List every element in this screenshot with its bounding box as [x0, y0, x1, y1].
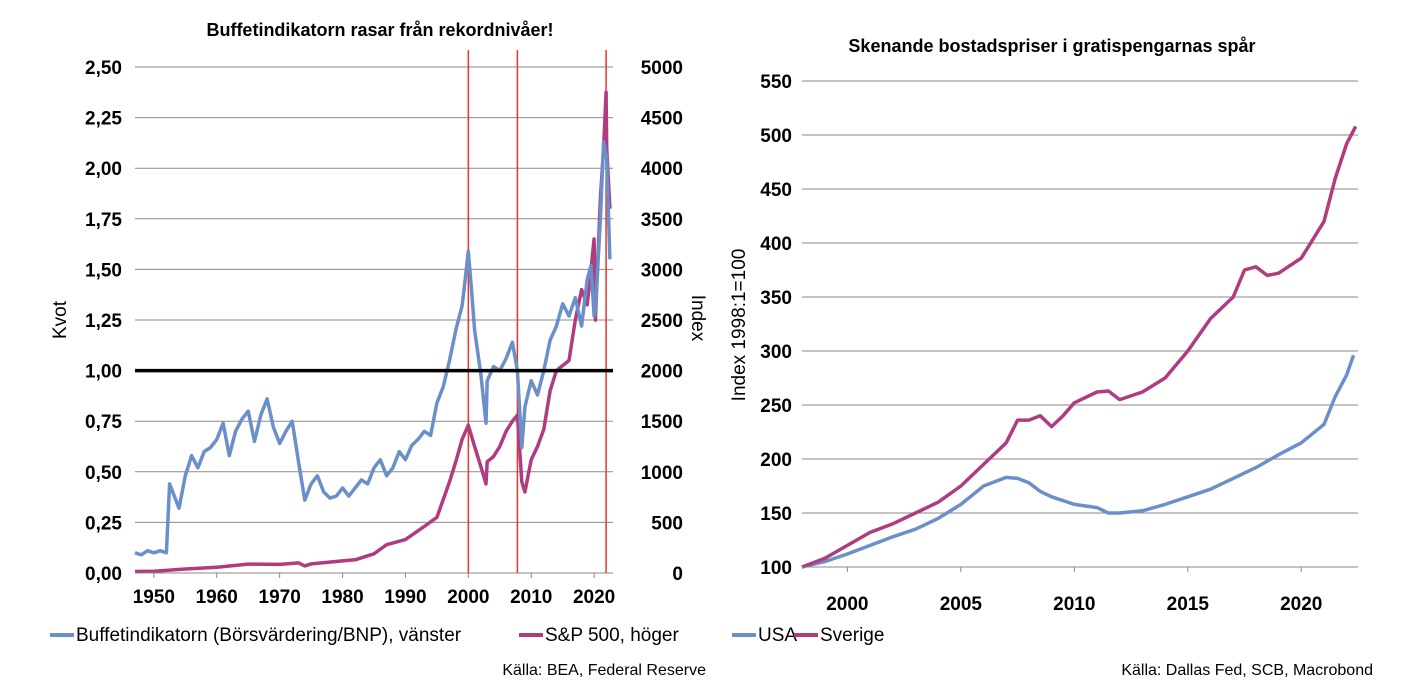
left-x-tick-label: 1950: [133, 587, 175, 608]
right-y-tick-label: 5000: [641, 58, 683, 79]
left-gridlines: [135, 66, 613, 523]
legend-label-buffet: Buffetindikatorn (Börsvärdering/BNP), vä…: [76, 625, 462, 646]
right-x-tick-label: 2010: [1053, 594, 1095, 615]
right-y-tick-label: 0: [672, 564, 683, 585]
left-y-tick-label: 2,25: [85, 109, 122, 130]
right-y-tick-label: 3000: [641, 260, 683, 281]
left-y2-ticks: 0 500 1000 1500 2000 2500 3000 3500 4000 4500 5000: [641, 58, 683, 585]
left-series: [134, 90, 612, 574]
left-x-tick-label: 1970: [259, 587, 301, 608]
right-chart-y-tick-label: 400: [760, 234, 792, 255]
right-y-tick-label: 3500: [641, 210, 683, 231]
series-line-usa: [801, 354, 1356, 569]
left-y-tick-label: 1,75: [85, 210, 122, 231]
right-y-tick-label: 2000: [641, 362, 683, 383]
left-y-tick-label: 2,00: [85, 159, 122, 180]
left-x-tick-label: 2020: [573, 587, 615, 608]
left-chart-title: Buffetindikatorn rasar från rekordnivåer…: [206, 20, 553, 40]
legend-label-usa: USA: [758, 625, 797, 646]
right-chart-y-tick-label: 100: [760, 558, 792, 579]
left-y-axis-label: Kvot: [50, 300, 71, 339]
series-line-sverige: [801, 125, 1358, 569]
right-chart: Skenande bostadspriser i gratispengarnas…: [729, 36, 1373, 679]
right-x-tick-label: 2000: [826, 594, 868, 615]
right-y-ticks: 100 150 200 250 300 350 400 450 500 550: [760, 72, 792, 579]
right-y-tick-label: 500: [651, 513, 683, 534]
left-y-tick-label: 1,25: [85, 311, 122, 332]
right-x-tick-label: 2005: [940, 594, 983, 615]
left-y-tick-label: 1,50: [85, 260, 122, 281]
right-gridlines: [802, 80, 1358, 514]
left-y-tick-label: 0,50: [85, 463, 122, 484]
left-x-tick-label: 2000: [447, 587, 489, 608]
left-y-ticks: 0,00 0,25 0,50 0,75 1,00 1,25 1,50 1,75 2,00 2,25…: [85, 58, 122, 585]
right-chart-y-tick-label: 550: [760, 72, 792, 93]
right-y-tick-label: 4000: [641, 159, 683, 180]
right-source: Källa: Dallas Fed, SCB, Macrobond: [1121, 662, 1373, 679]
left-y-tick-label: 0,25: [85, 513, 122, 534]
legend-label-sp500: S&P 500, höger: [545, 625, 679, 646]
left-x-tick-label: 1980: [321, 587, 363, 608]
right-chart-y-axis-label: Index 1998:1=100: [729, 249, 750, 402]
left-y-tick-label: 2,50: [85, 58, 122, 79]
series-line-buffet: [134, 140, 612, 557]
right-series: [801, 125, 1358, 569]
right-chart-title: Skenande bostadspriser i gratispengarnas…: [848, 36, 1255, 56]
right-y-axis-label: Index: [687, 295, 708, 342]
right-chart-y-tick-label: 300: [760, 342, 792, 363]
right-x-tick-label: 2015: [1167, 594, 1210, 615]
left-y-tick-label: 0,75: [85, 412, 122, 433]
left-chart: Buffetindikatorn rasar från rekordnivåer…: [50, 20, 708, 679]
left-event-lines: [467, 50, 607, 573]
right-chart-y-tick-label: 150: [760, 504, 792, 525]
right-y-tick-label: 1000: [641, 463, 683, 484]
right-chart-y-tick-label: 450: [760, 180, 792, 201]
left-x-tick-label: 1960: [196, 587, 238, 608]
right-chart-y-tick-label: 350: [760, 288, 792, 309]
right-y-tick-label: 2500: [641, 311, 683, 332]
right-y-tick-label: 1500: [641, 412, 683, 433]
legend-label-sverige: Sverige: [820, 625, 884, 646]
left-x-tick-label: 2010: [510, 587, 552, 608]
right-chart-y-tick-label: 200: [760, 450, 792, 471]
left-x-tick-label: 1990: [384, 587, 426, 608]
left-y-tick-label: 1,00: [85, 362, 122, 383]
right-chart-y-tick-label: 250: [760, 396, 792, 417]
left-x-ticks: 1950 1960 1970 1980 1990 2000 2010 2020: [133, 573, 615, 608]
right-x-tick-label: 2020: [1280, 594, 1322, 615]
right-x-ticks: 2000 2005 2010 2015 2020: [826, 567, 1322, 615]
left-y-tick-label: 0,00: [85, 564, 122, 585]
left-source: Källa: BEA, Federal Reserve: [502, 662, 706, 679]
series-line-sp500: [134, 90, 612, 574]
right-chart-y-tick-label: 500: [760, 126, 792, 147]
right-y-tick-label: 4500: [641, 109, 683, 130]
